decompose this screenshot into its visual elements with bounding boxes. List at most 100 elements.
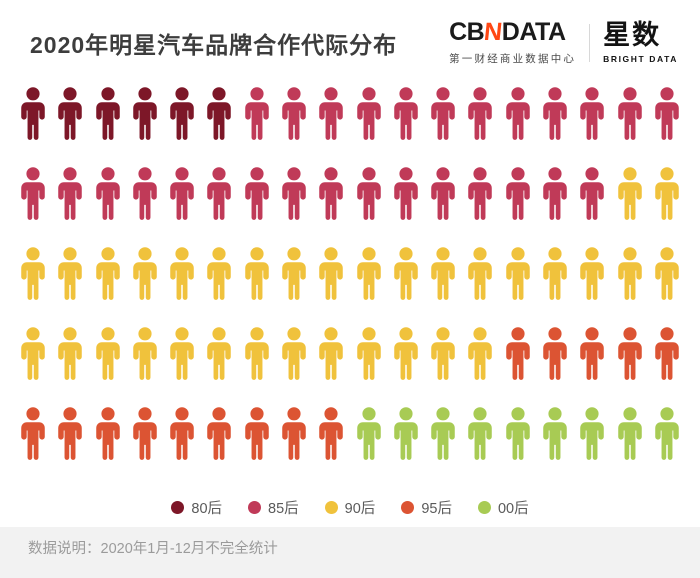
- person-icon: [92, 247, 124, 302]
- pictogram-row: [17, 407, 683, 487]
- person-icon: [54, 407, 86, 462]
- person-icon: [651, 327, 683, 382]
- person-icon: [390, 407, 422, 462]
- person-icon: [464, 247, 496, 302]
- person-icon: [315, 87, 347, 142]
- person-icon: [353, 407, 385, 462]
- legend-dot-icon: [324, 501, 338, 514]
- person-icon: [576, 327, 608, 382]
- pictogram-row: [17, 327, 683, 407]
- legend-dot-icon: [248, 501, 262, 514]
- person-icon: [278, 87, 310, 142]
- person-icon: [614, 247, 646, 302]
- person-icon: [129, 247, 161, 302]
- person-icon: [427, 247, 459, 302]
- xingshu-logo: 星数 BRIGHT DATA: [603, 20, 678, 65]
- person-icon: [203, 167, 235, 222]
- person-icon: [390, 247, 422, 302]
- person-icon: [427, 167, 459, 222]
- person-icon: [614, 167, 646, 222]
- person-icon: [203, 327, 235, 382]
- person-icon: [17, 167, 49, 222]
- person-icon: [241, 167, 273, 222]
- person-icon: [539, 167, 571, 222]
- logo-divider: [589, 24, 591, 62]
- person-icon: [576, 407, 608, 462]
- footer-note-bar: 数据说明：2020年1月-12月不完全统计: [0, 527, 700, 578]
- person-icon: [502, 327, 534, 382]
- cbndata-n-orange: N: [482, 18, 504, 46]
- person-icon: [92, 87, 124, 142]
- legend-dot-icon: [477, 501, 491, 514]
- person-icon: [315, 327, 347, 382]
- xingshu-subtitle: BRIGHT DATA: [603, 54, 678, 64]
- person-icon: [539, 327, 571, 382]
- person-icon: [353, 247, 385, 302]
- person-icon: [539, 247, 571, 302]
- person-icon: [241, 247, 273, 302]
- person-icon: [278, 327, 310, 382]
- person-icon: [502, 407, 534, 462]
- footer-note: 数据说明：2020年1月-12月不完全统计: [28, 541, 278, 557]
- person-icon: [278, 247, 310, 302]
- person-icon: [166, 87, 198, 142]
- legend-item: 90后: [324, 497, 376, 518]
- cbndata-logo: CBNDATA 第一财经商业数据中心: [449, 18, 577, 66]
- person-icon: [129, 167, 161, 222]
- person-icon: [17, 407, 49, 462]
- person-icon: [427, 327, 459, 382]
- person-icon: [427, 87, 459, 142]
- person-icon: [390, 167, 422, 222]
- person-icon: [576, 87, 608, 142]
- person-icon: [17, 87, 49, 142]
- person-icon: [502, 87, 534, 142]
- person-icon: [576, 247, 608, 302]
- person-icon: [464, 167, 496, 222]
- page-title: 2020年明星汽车品牌合作代际分布: [30, 32, 398, 58]
- person-icon: [241, 87, 273, 142]
- pictogram-row: [17, 87, 683, 167]
- legend-label: 90后: [344, 501, 376, 517]
- xingshu-wordmark: 星数: [603, 20, 662, 50]
- person-icon: [651, 407, 683, 462]
- person-icon: [203, 87, 235, 142]
- legend-item: 85后: [248, 497, 299, 518]
- person-icon: [614, 327, 646, 382]
- person-icon: [166, 327, 198, 382]
- chart-legend: 80后 85后 90后 95后 00后: [0, 497, 700, 518]
- person-icon: [539, 87, 571, 142]
- person-icon: [390, 87, 422, 142]
- person-icon: [166, 407, 198, 462]
- pictogram-row: [17, 247, 683, 327]
- legend-label: 85后: [268, 501, 299, 517]
- person-icon: [539, 407, 571, 462]
- person-icon: [614, 407, 646, 462]
- person-icon: [278, 167, 310, 222]
- person-icon: [614, 87, 646, 142]
- legend-item: 95后: [401, 497, 452, 518]
- person-icon: [353, 87, 385, 142]
- person-icon: [241, 407, 273, 462]
- brand-logos: CBNDATA 第一财经商业数据中心 星数 BRIGHT DATA: [449, 18, 678, 66]
- person-icon: [315, 167, 347, 222]
- person-icon: [464, 87, 496, 142]
- person-icon: [129, 407, 161, 462]
- legend-label: 80后: [191, 501, 223, 517]
- person-icon: [54, 247, 86, 302]
- person-icon: [129, 327, 161, 382]
- person-icon: [502, 167, 534, 222]
- person-icon: [54, 327, 86, 382]
- cbndata-subtitle: 第一财经商业数据中心: [449, 53, 577, 65]
- person-icon: [315, 407, 347, 462]
- cbndata-data: DATA: [501, 18, 566, 46]
- legend-label: 00后: [497, 501, 529, 517]
- legend-dot-icon: [171, 501, 185, 514]
- legend-label: 95后: [421, 501, 452, 517]
- person-icon: [651, 167, 683, 222]
- person-icon: [54, 167, 86, 222]
- person-icon: [651, 247, 683, 302]
- pictogram-grid: [17, 87, 683, 487]
- person-icon: [576, 167, 608, 222]
- person-icon: [166, 167, 198, 222]
